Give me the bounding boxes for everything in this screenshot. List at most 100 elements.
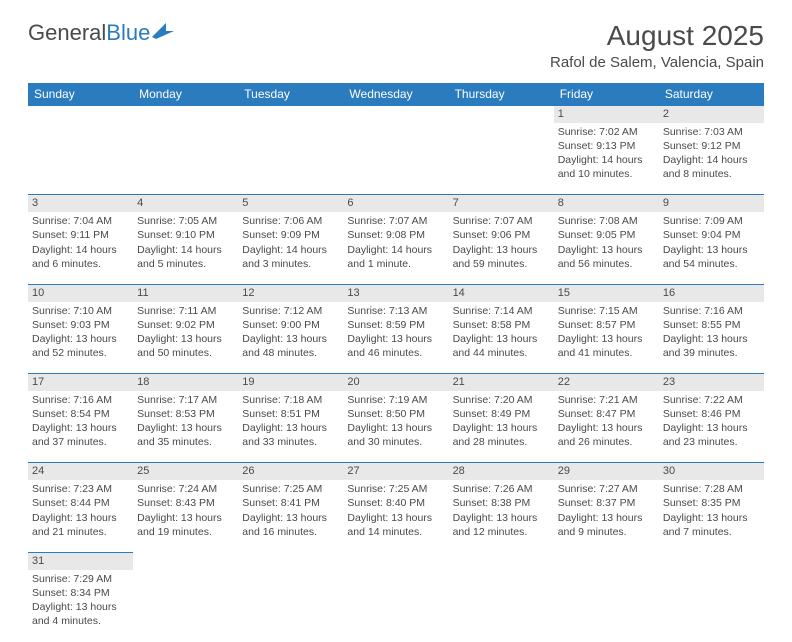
day-number: 29 — [554, 463, 659, 480]
sunset-text: Sunset: 8:49 PM — [453, 407, 550, 421]
details-row: Sunrise: 7:29 AMSunset: 8:34 PMDaylight:… — [28, 570, 764, 642]
day-details — [449, 123, 554, 195]
sunrise-text: Sunrise: 7:25 AM — [347, 482, 444, 496]
sunrise-text: Sunrise: 7:14 AM — [453, 304, 550, 318]
weekday-header: Saturday — [659, 83, 764, 106]
day-details: Sunrise: 7:23 AMSunset: 8:44 PMDaylight:… — [28, 480, 133, 552]
day-number: 14 — [449, 284, 554, 301]
day-number: 16 — [659, 284, 764, 301]
day-details: Sunrise: 7:29 AMSunset: 8:34 PMDaylight:… — [28, 570, 133, 642]
day-details: Sunrise: 7:13 AMSunset: 8:59 PMDaylight:… — [343, 302, 448, 374]
daylight-text: Daylight: 13 hours and 54 minutes. — [663, 243, 760, 271]
sunrise-text: Sunrise: 7:03 AM — [663, 125, 760, 139]
daylight-text: Daylight: 13 hours and 46 minutes. — [347, 332, 444, 360]
daynum-row: 3456789 — [28, 195, 764, 212]
day-number: 17 — [28, 374, 133, 391]
sunrise-text: Sunrise: 7:17 AM — [137, 393, 234, 407]
sunset-text: Sunset: 8:59 PM — [347, 318, 444, 332]
day-details: Sunrise: 7:11 AMSunset: 9:02 PMDaylight:… — [133, 302, 238, 374]
sunset-text: Sunset: 9:02 PM — [137, 318, 234, 332]
daylight-text: Daylight: 13 hours and 41 minutes. — [558, 332, 655, 360]
day-details: Sunrise: 7:27 AMSunset: 8:37 PMDaylight:… — [554, 480, 659, 552]
day-details: Sunrise: 7:18 AMSunset: 8:51 PMDaylight:… — [238, 391, 343, 463]
daylight-text: Daylight: 14 hours and 3 minutes. — [242, 243, 339, 271]
day-number: 28 — [449, 463, 554, 480]
sunset-text: Sunset: 9:10 PM — [137, 228, 234, 242]
sunrise-text: Sunrise: 7:02 AM — [558, 125, 655, 139]
daylight-text: Daylight: 13 hours and 56 minutes. — [558, 243, 655, 271]
weekday-header: Tuesday — [238, 83, 343, 106]
day-number — [238, 106, 343, 123]
sunrise-text: Sunrise: 7:10 AM — [32, 304, 129, 318]
details-row: Sunrise: 7:16 AMSunset: 8:54 PMDaylight:… — [28, 391, 764, 463]
day-number — [554, 552, 659, 569]
day-number: 8 — [554, 195, 659, 212]
sunrise-text: Sunrise: 7:09 AM — [663, 214, 760, 228]
day-details — [659, 570, 764, 642]
day-details: Sunrise: 7:04 AMSunset: 9:11 PMDaylight:… — [28, 212, 133, 284]
daylight-text: Daylight: 13 hours and 35 minutes. — [137, 421, 234, 449]
day-number — [659, 552, 764, 569]
day-number — [343, 552, 448, 569]
day-number: 5 — [238, 195, 343, 212]
calendar-table: SundayMondayTuesdayWednesdayThursdayFrid… — [28, 83, 764, 642]
daynum-row: 24252627282930 — [28, 463, 764, 480]
sunrise-text: Sunrise: 7:21 AM — [558, 393, 655, 407]
logo: GeneralBlue — [28, 20, 174, 46]
daylight-text: Daylight: 13 hours and 26 minutes. — [558, 421, 655, 449]
sunrise-text: Sunrise: 7:24 AM — [137, 482, 234, 496]
sunset-text: Sunset: 9:11 PM — [32, 228, 129, 242]
day-number: 23 — [659, 374, 764, 391]
day-details: Sunrise: 7:12 AMSunset: 9:00 PMDaylight:… — [238, 302, 343, 374]
daynum-row: 31 — [28, 552, 764, 569]
sunrise-text: Sunrise: 7:15 AM — [558, 304, 655, 318]
sunrise-text: Sunrise: 7:22 AM — [663, 393, 760, 407]
day-details — [133, 123, 238, 195]
month-title: August 2025 — [550, 20, 764, 52]
daylight-text: Daylight: 13 hours and 14 minutes. — [347, 511, 444, 539]
sunset-text: Sunset: 9:12 PM — [663, 139, 760, 153]
sunset-text: Sunset: 9:04 PM — [663, 228, 760, 242]
day-number — [238, 552, 343, 569]
daynum-row: 17181920212223 — [28, 374, 764, 391]
day-details: Sunrise: 7:02 AMSunset: 9:13 PMDaylight:… — [554, 123, 659, 195]
day-number: 6 — [343, 195, 448, 212]
day-details — [238, 123, 343, 195]
sunrise-text: Sunrise: 7:16 AM — [32, 393, 129, 407]
daylight-text: Daylight: 13 hours and 37 minutes. — [32, 421, 129, 449]
sunrise-text: Sunrise: 7:20 AM — [453, 393, 550, 407]
day-number — [28, 106, 133, 123]
day-details — [133, 570, 238, 642]
flag-icon — [152, 23, 174, 44]
logo-text-1: General — [28, 20, 106, 45]
day-details: Sunrise: 7:22 AMSunset: 8:46 PMDaylight:… — [659, 391, 764, 463]
sunset-text: Sunset: 9:00 PM — [242, 318, 339, 332]
sunrise-text: Sunrise: 7:11 AM — [137, 304, 234, 318]
sunrise-text: Sunrise: 7:23 AM — [32, 482, 129, 496]
day-number — [133, 552, 238, 569]
sunset-text: Sunset: 8:55 PM — [663, 318, 760, 332]
sunrise-text: Sunrise: 7:19 AM — [347, 393, 444, 407]
sunrise-text: Sunrise: 7:26 AM — [453, 482, 550, 496]
sunset-text: Sunset: 8:46 PM — [663, 407, 760, 421]
day-details: Sunrise: 7:10 AMSunset: 9:03 PMDaylight:… — [28, 302, 133, 374]
day-details: Sunrise: 7:16 AMSunset: 8:54 PMDaylight:… — [28, 391, 133, 463]
day-details: Sunrise: 7:26 AMSunset: 8:38 PMDaylight:… — [449, 480, 554, 552]
day-details: Sunrise: 7:06 AMSunset: 9:09 PMDaylight:… — [238, 212, 343, 284]
day-details — [343, 123, 448, 195]
day-details — [28, 123, 133, 195]
day-details: Sunrise: 7:09 AMSunset: 9:04 PMDaylight:… — [659, 212, 764, 284]
sunset-text: Sunset: 8:38 PM — [453, 496, 550, 510]
sunset-text: Sunset: 8:35 PM — [663, 496, 760, 510]
daylight-text: Daylight: 14 hours and 5 minutes. — [137, 243, 234, 271]
sunrise-text: Sunrise: 7:04 AM — [32, 214, 129, 228]
daylight-text: Daylight: 13 hours and 19 minutes. — [137, 511, 234, 539]
sunset-text: Sunset: 8:37 PM — [558, 496, 655, 510]
day-details: Sunrise: 7:25 AMSunset: 8:40 PMDaylight:… — [343, 480, 448, 552]
day-details: Sunrise: 7:16 AMSunset: 8:55 PMDaylight:… — [659, 302, 764, 374]
day-number: 30 — [659, 463, 764, 480]
day-details: Sunrise: 7:19 AMSunset: 8:50 PMDaylight:… — [343, 391, 448, 463]
sunrise-text: Sunrise: 7:12 AM — [242, 304, 339, 318]
day-details: Sunrise: 7:20 AMSunset: 8:49 PMDaylight:… — [449, 391, 554, 463]
daylight-text: Daylight: 13 hours and 23 minutes. — [663, 421, 760, 449]
